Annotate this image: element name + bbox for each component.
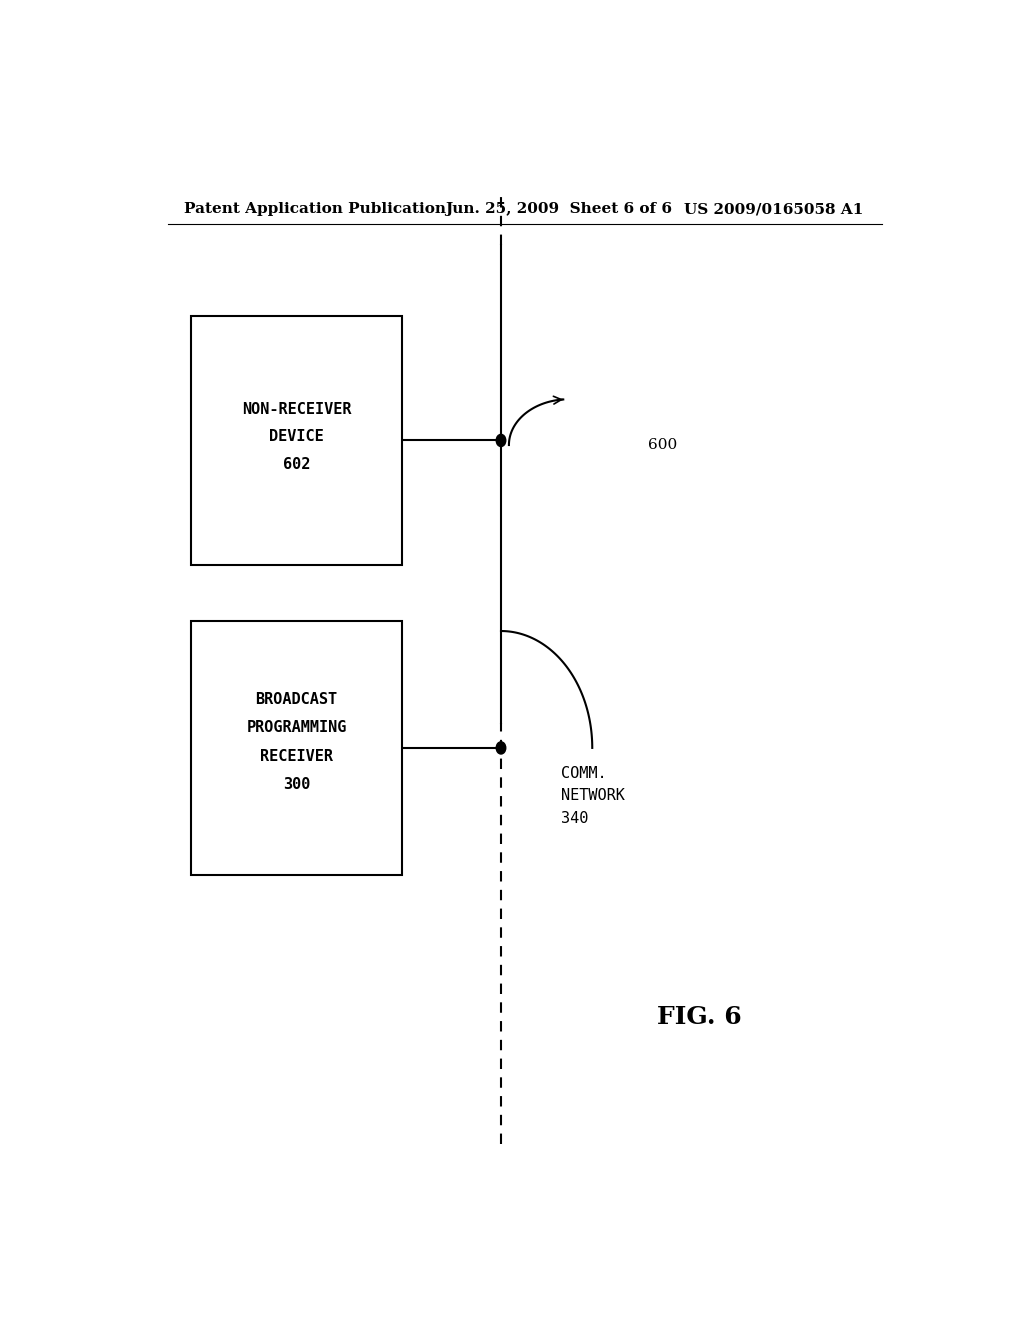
Text: US 2009/0165058 A1: US 2009/0165058 A1 [684,202,863,216]
Bar [191,315,401,565]
Text: 600: 600 [648,438,677,451]
Text: FIG. 6: FIG. 6 [657,1006,741,1030]
Text: COMM.: COMM. [560,766,606,781]
Text: NETWORK: NETWORK [560,788,625,803]
Text: RECEIVER: RECEIVER [260,748,333,763]
Text: Patent Application Publication: Patent Application Publication [183,202,445,216]
Text: BROADCAST: BROADCAST [256,692,338,706]
Text: 300: 300 [283,777,310,792]
Text: 602: 602 [283,457,310,473]
Text: 340: 340 [560,810,588,825]
Bar [191,620,401,875]
Text: PROGRAMMING: PROGRAMMING [247,721,347,735]
Text: Jun. 25, 2009  Sheet 6 of 6: Jun. 25, 2009 Sheet 6 of 6 [445,202,673,216]
Circle shape [497,434,506,446]
Text: DEVICE: DEVICE [269,429,324,444]
Text: NON-RECEIVER: NON-RECEIVER [242,403,351,417]
Circle shape [497,742,506,754]
